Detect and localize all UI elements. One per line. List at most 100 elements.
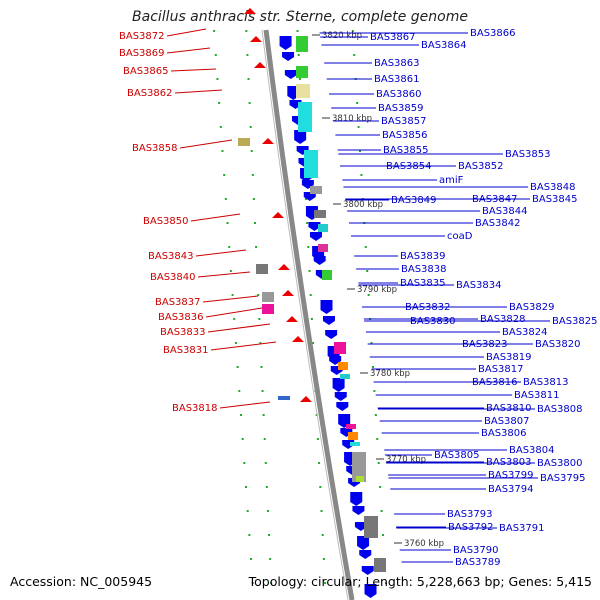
right-gene-label: BAS3855 bbox=[383, 145, 429, 156]
left-label-leader bbox=[174, 89, 223, 94]
forward-gene-arrow bbox=[352, 506, 365, 515]
ring-tick bbox=[224, 198, 227, 200]
left-gene-label: BAS3837 bbox=[155, 297, 201, 308]
left-gene-label: BAS3862 bbox=[127, 88, 173, 99]
right-gene-label: BAS3808 bbox=[537, 404, 583, 415]
ring-tick bbox=[269, 558, 272, 560]
ring-tick bbox=[319, 486, 322, 488]
left-gene-label: BAS3818 bbox=[172, 403, 218, 414]
right-gene-label: BAS3852 bbox=[458, 161, 504, 172]
forward-gene-arrow bbox=[334, 392, 347, 401]
ring-tick bbox=[250, 558, 253, 560]
accession-text: Accession: NC_005945 bbox=[10, 574, 153, 589]
gene-block bbox=[374, 558, 386, 572]
gene-block bbox=[350, 442, 360, 446]
ring-tick bbox=[250, 150, 253, 152]
gene-block bbox=[318, 244, 328, 252]
right-gene-label: BAS3800 bbox=[537, 458, 583, 469]
ring-tick bbox=[371, 366, 374, 368]
gene-block bbox=[298, 102, 312, 132]
ring-tick bbox=[213, 30, 216, 32]
genome-title: Bacillus anthracis str. Sterne, complete… bbox=[132, 9, 468, 25]
gene-block bbox=[322, 270, 332, 280]
genome-backbone-edge bbox=[261, 29, 349, 600]
right-gene-label: BAS3820 bbox=[535, 339, 581, 350]
left-gene-label: BAS3831 bbox=[163, 345, 209, 356]
ring-tick bbox=[260, 366, 263, 368]
left-label-leader bbox=[219, 401, 271, 409]
left-gene-label: BAS3865 bbox=[123, 66, 169, 77]
gene-block bbox=[296, 84, 310, 98]
ring-tick bbox=[263, 438, 266, 440]
ring-tick bbox=[262, 414, 265, 416]
kbp-tick-label: 3790 kbp bbox=[357, 285, 397, 295]
ring-tick bbox=[366, 270, 369, 272]
ring-tick bbox=[258, 318, 261, 320]
left-gene-label: BAS3872 bbox=[119, 31, 165, 42]
ring-tick bbox=[251, 174, 254, 176]
forward-gene-arrow bbox=[322, 316, 335, 325]
ring-tick bbox=[218, 102, 221, 104]
right-gene-label: BAS3866 bbox=[470, 28, 516, 39]
ring-tick bbox=[384, 582, 387, 584]
reverse-gene-arrow bbox=[292, 336, 304, 342]
forward-gene-arrow bbox=[320, 300, 333, 314]
ring-tick bbox=[226, 222, 229, 224]
reverse-gene-arrow bbox=[300, 396, 312, 402]
left-label-leader bbox=[207, 323, 271, 333]
ring-tick bbox=[318, 462, 321, 464]
left-label-leader bbox=[166, 47, 211, 54]
ring-tick bbox=[261, 390, 264, 392]
ring-tick bbox=[321, 534, 324, 536]
ring-tick bbox=[255, 246, 258, 248]
kbp-tick-label: 3760 kbp bbox=[404, 539, 444, 549]
ring-tick bbox=[306, 222, 309, 224]
left-label-leader bbox=[202, 295, 259, 303]
right-gene-label: BAS3834 bbox=[456, 280, 502, 291]
ring-tick bbox=[364, 246, 367, 248]
ring-tick bbox=[264, 462, 267, 464]
ring-tick bbox=[233, 318, 236, 320]
forward-gene-arrow bbox=[313, 256, 326, 265]
ring-tick bbox=[243, 462, 246, 464]
forward-gene-arrow bbox=[284, 70, 297, 79]
ring-tick bbox=[249, 126, 252, 128]
gene-block bbox=[310, 186, 322, 194]
right-gene-label: BAS3848 bbox=[530, 182, 576, 193]
right-gene-label: BAS3825 bbox=[552, 316, 598, 327]
gene-block bbox=[262, 304, 274, 314]
ring-tick bbox=[322, 558, 325, 560]
right-gene-label: BAS3849 bbox=[391, 195, 437, 206]
right-gene-label: amiF bbox=[439, 175, 464, 186]
gene-block bbox=[340, 374, 350, 379]
forward-gene-arrow bbox=[282, 52, 295, 61]
right-gene-label: BAS3860 bbox=[376, 89, 422, 100]
ring-tick bbox=[353, 54, 356, 56]
right-gene-label: BAS3839 bbox=[400, 251, 446, 262]
right-gene-label: BAS3790 bbox=[453, 545, 499, 556]
ring-tick bbox=[245, 30, 248, 32]
ring-tick bbox=[367, 294, 370, 296]
left-label-leader bbox=[170, 68, 217, 72]
ring-tick bbox=[296, 30, 299, 32]
ring-tick bbox=[221, 150, 224, 152]
ring-tick bbox=[214, 54, 217, 56]
ring-tick bbox=[382, 534, 385, 536]
ring-tick bbox=[320, 510, 323, 512]
left-label-leader bbox=[210, 341, 277, 351]
left-gene-label: BAS3850 bbox=[143, 216, 189, 227]
ring-tick bbox=[304, 198, 307, 200]
left-gene-label: BAS3836 bbox=[158, 312, 204, 323]
ring-tick bbox=[316, 438, 319, 440]
ring-tick bbox=[234, 342, 237, 344]
ring-tick bbox=[252, 198, 255, 200]
gene-block bbox=[296, 66, 308, 78]
forward-gene-arrow bbox=[303, 192, 316, 201]
ring-tick bbox=[239, 414, 242, 416]
ring-tick bbox=[376, 438, 379, 440]
ring-tick bbox=[270, 582, 273, 584]
right-gene-label: BAS3835 bbox=[400, 278, 446, 289]
forward-gene-arrow bbox=[332, 378, 345, 392]
forward-gene-arrow bbox=[336, 402, 349, 411]
